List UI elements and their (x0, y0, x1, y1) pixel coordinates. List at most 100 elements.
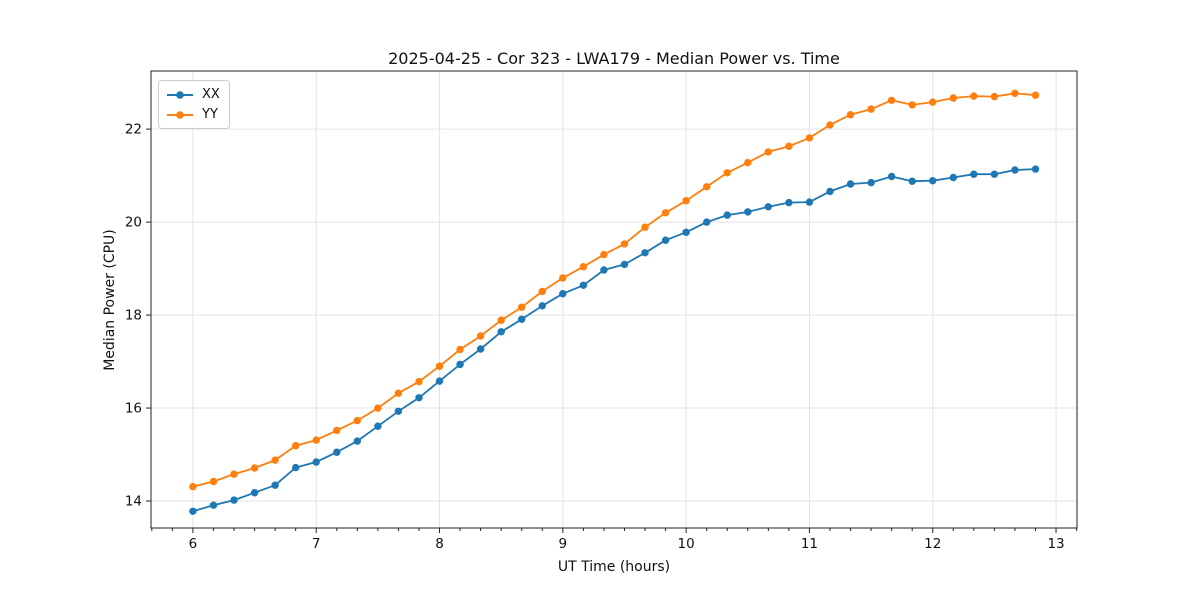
y-tick-label: 16 (125, 401, 142, 417)
data-point-xx (949, 173, 957, 182)
data-point-xx (435, 377, 444, 385)
legend-marker-icon (176, 110, 184, 119)
data-point-xx (538, 302, 546, 310)
data-point-xx (292, 463, 300, 472)
data-point-xx (867, 178, 875, 187)
data-point-yy (394, 389, 403, 397)
data-point-yy (887, 96, 896, 105)
x-tick-label: 10 (678, 536, 695, 552)
data-point-yy (230, 470, 238, 478)
data-point-xx (620, 260, 629, 269)
y-tick-label: 14 (125, 494, 142, 510)
data-point-yy (333, 426, 341, 435)
data-point-yy (559, 274, 567, 282)
data-point-xx (230, 496, 238, 504)
data-point-yy (250, 464, 259, 472)
legend-label-xx: XX (202, 87, 220, 102)
data-point-yy (497, 316, 505, 324)
data-point-xx (887, 172, 896, 181)
data-point-xx (1031, 165, 1040, 173)
y-tick-label: 18 (125, 308, 142, 324)
x-tick-label: 13 (1047, 536, 1064, 552)
y-tick-label: 20 (125, 215, 142, 231)
chart-title: 2025-04-25 - Cor 323 - LWA179 - Median P… (388, 49, 840, 68)
data-point-yy (703, 183, 711, 191)
data-point-yy (682, 197, 690, 205)
data-point-yy (826, 121, 834, 129)
legend: XX YY (158, 80, 230, 129)
data-point-yy (435, 362, 444, 370)
data-point-xx (394, 407, 403, 415)
data-point-yy (600, 250, 608, 259)
data-point-xx (476, 345, 485, 353)
legend-swatch-icon (167, 110, 193, 119)
data-point-yy (209, 477, 218, 486)
legend-marker-icon (176, 90, 184, 99)
data-point-yy (744, 158, 752, 167)
data-point-xx (312, 458, 320, 466)
data-point-xx (209, 501, 218, 509)
legend-swatch-icon (167, 90, 193, 99)
x-axis-label: UT Time (hours) (557, 559, 671, 575)
data-point-xx (929, 177, 937, 185)
data-point-xx (970, 170, 978, 178)
data-point-yy (867, 105, 875, 113)
data-point-xx (456, 360, 464, 369)
data-point-xx (703, 218, 711, 226)
data-point-xx (846, 180, 855, 188)
x-tick-label: 8 (435, 536, 444, 552)
data-point-xx (723, 211, 731, 219)
data-point-xx (497, 328, 505, 336)
y-axis-label-text: Median Power (CPU) (102, 229, 118, 371)
legend-item-xx: XX (166, 86, 220, 103)
x-tick-label: 7 (312, 536, 321, 552)
data-point-yy (538, 287, 546, 296)
data-point-xx (189, 507, 197, 515)
data-point-xx (744, 208, 752, 216)
data-point-yy (661, 209, 670, 217)
data-point-xx (250, 489, 259, 497)
data-point-xx (559, 290, 567, 298)
data-point-yy (949, 94, 957, 102)
data-point-yy (518, 303, 526, 311)
data-point-yy (579, 263, 588, 271)
data-point-yy (456, 345, 464, 354)
data-point-yy (929, 98, 937, 106)
data-point-xx (682, 228, 690, 236)
data-point-yy (641, 223, 649, 231)
data-point-xx (333, 448, 341, 456)
data-point-yy (374, 404, 382, 412)
data-point-xx (908, 177, 916, 185)
data-point-xx (579, 281, 588, 289)
data-point-xx (641, 249, 649, 257)
data-point-xx (415, 394, 423, 402)
y-tick-label: 22 (125, 122, 142, 138)
plot-border (150, 70, 1078, 529)
data-point-yy (990, 92, 999, 101)
data-point-yy (846, 111, 855, 119)
x-tick-label: 11 (801, 536, 818, 552)
data-point-yy (189, 482, 197, 491)
data-point-yy (1031, 91, 1040, 99)
data-point-yy (415, 377, 423, 386)
data-point-xx (785, 198, 793, 207)
data-point-yy (312, 436, 320, 444)
x-tick-label: 6 (189, 536, 198, 552)
data-point-xx (661, 236, 670, 244)
data-point-yy (785, 142, 793, 150)
data-point-yy (805, 134, 814, 142)
data-point-xx (805, 198, 814, 206)
data-point-xx (271, 481, 279, 489)
data-point-yy (764, 148, 772, 156)
data-point-yy (476, 332, 485, 340)
data-point-yy (271, 456, 279, 464)
data-point-yy (908, 101, 916, 109)
legend-item-yy: YY (166, 106, 220, 123)
series-line-yy (192, 92, 1036, 488)
data-point-yy (723, 169, 731, 177)
data-point-xx (600, 266, 608, 274)
data-point-xx (1011, 166, 1019, 174)
x-tick-label: 9 (559, 536, 568, 552)
